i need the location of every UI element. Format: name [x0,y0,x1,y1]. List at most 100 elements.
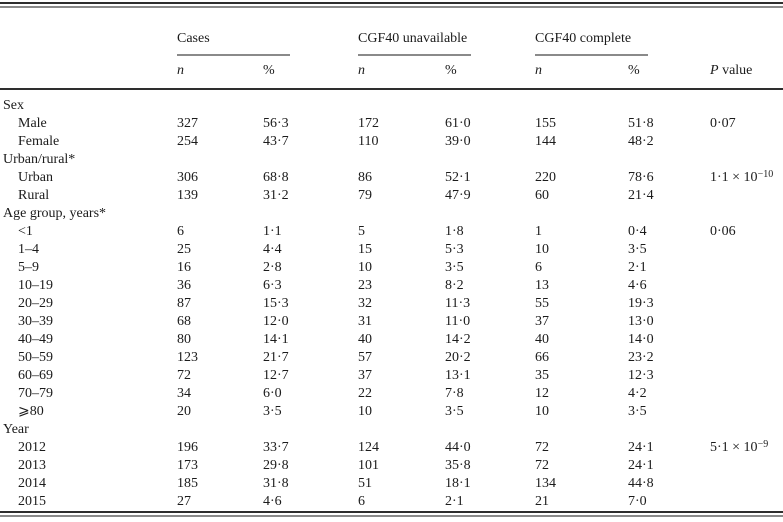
cell-cases-n: 25 [177,242,191,257]
column-group-label: CGF40 complete [535,31,632,46]
p-value-exponent: −9 [757,439,769,450]
cell-cases-n: 185 [177,476,198,491]
cell-complete-n [535,205,628,223]
header-complete-n: n [535,63,542,78]
cell-cases-pct [263,97,358,115]
cell-unavailable-n: 86 [358,170,372,185]
cell-cases-n: 173 [177,458,198,473]
cell-complete-pct: 24·1 [628,440,654,455]
cell-cases-pct: 4·4 [263,242,282,257]
data-row: 2014 185 31·8 51 18·1 134 44·8 [0,475,783,493]
cell-complete-pct: 23·2 [628,350,654,365]
cell-cases-pct: 12·0 [263,314,289,329]
cell-unavailable-n [358,205,445,223]
cell-unavailable-pct: 14·2 [445,332,471,347]
cell-complete-pct [628,205,710,223]
cell-complete-pct: 14·0 [628,332,654,347]
cell-cases-n: 123 [177,350,198,365]
section-row: Year [0,421,783,439]
cell-cases-n: 6 [177,224,184,239]
row-label: 2014 [18,476,46,491]
cell-cases-n: 36 [177,278,191,293]
row-label: 30–39 [18,314,53,329]
cell-unavailable-n: 32 [358,296,372,311]
cell-cases-n: 306 [177,170,198,185]
cell-complete-n: 72 [535,458,549,473]
cell-complete-pct: 3·5 [628,242,647,257]
cell-complete-n: 134 [535,476,556,491]
cell-unavailable-pct: 7·8 [445,386,464,401]
cell-complete-pct: 48·2 [628,134,654,149]
data-row: 2013 173 29·8 101 35·8 72 24·1 [0,457,783,475]
cell-complete-pct: 3·5 [628,404,647,419]
cell-cases-pct [263,421,358,439]
cell-unavailable-n: 124 [358,440,379,455]
cell-unavailable-pct: 3·5 [445,404,464,419]
cell-complete-n: 155 [535,116,556,131]
cell-unavailable-pct [445,205,535,223]
cell-cases-pct: 6·0 [263,386,282,401]
bottom-rule-inner [0,515,783,517]
row-label: 1–4 [18,242,39,257]
column-group-cgf40-unavailable: CGF40 unavailable [358,30,535,56]
cell-cases-n: 27 [177,494,191,509]
row-label: 2015 [18,494,46,509]
cell-unavailable-n: 79 [358,188,372,203]
data-row: 40–49 80 14·1 40 14·2 40 14·0 [0,331,783,349]
top-rule-inner [0,6,783,8]
cell-unavailable-pct: 1·8 [445,224,464,239]
cell-cases-pct [263,151,358,169]
cell-p-value: 1·1 × 10−10 [710,169,774,186]
cell-unavailable-n: 10 [358,404,372,419]
cell-cases-pct: 31·8 [263,476,289,491]
cell-p-value [710,493,783,511]
cell-unavailable-n: 5 [358,224,365,239]
cell-cases-pct [263,205,358,223]
data-row: 2015 27 4·6 6 2·1 21 7·0 [0,493,783,511]
row-label: <1 [18,224,33,239]
row-label: 2013 [18,458,46,473]
cell-complete-n: 40 [535,332,549,347]
cell-p-value [710,133,783,151]
data-row: 2012 196 33·7 124 44·0 72 24·1 5·1 × 10−9 [0,439,783,457]
cell-cases-n [177,421,263,439]
cell-unavailable-n: 31 [358,314,372,329]
cell-complete-n: 13 [535,278,549,293]
cell-p-value: 5·1 × 10−9 [710,439,769,456]
cell-cases-n: 327 [177,116,198,131]
row-label: Male [18,116,47,131]
cell-cases-pct: 33·7 [263,440,289,455]
cell-complete-n: 144 [535,134,556,149]
cell-complete-n: 35 [535,368,549,383]
cell-cases-pct: 31·2 [263,188,289,203]
cell-complete-n: 55 [535,296,549,311]
cell-cases-n [177,205,263,223]
cell-p-value [710,187,783,205]
data-row: Urban 306 68·8 86 52·1 220 78·6 1·1 × 10−10 [0,169,783,187]
cell-cases-n: 196 [177,440,198,455]
cell-p-value: 0·07 [710,116,736,131]
cell-cases-n: 34 [177,386,191,401]
row-label: 20–29 [18,296,53,311]
cell-cases-pct: 14·1 [263,332,289,347]
cell-complete-n [535,151,628,169]
cell-unavailable-pct: 35·8 [445,458,471,473]
cell-unavailable-n: 51 [358,476,372,491]
cell-complete-pct [628,97,710,115]
cell-p-value [710,295,783,313]
cell-cases-pct: 2·8 [263,260,282,275]
cell-cases-n: 20 [177,404,191,419]
column-group-label: CGF40 unavailable [358,31,468,46]
cell-p-value [710,421,783,439]
cell-cases-n [177,151,263,169]
cell-unavailable-pct: 8·2 [445,278,464,293]
cell-unavailable-pct: 18·1 [445,476,471,491]
cell-complete-pct [628,421,710,439]
cell-unavailable-n [358,97,445,115]
cell-p-value: 0·06 [710,224,736,239]
data-row: Male 327 56·3 172 61·0 155 51·8 0·07 [0,115,783,133]
section-row: Urban/rural* [0,151,783,169]
cell-cases-pct: 56·3 [263,116,289,131]
cell-unavailable-pct: 2·1 [445,494,464,509]
cell-unavailable-pct [445,421,535,439]
